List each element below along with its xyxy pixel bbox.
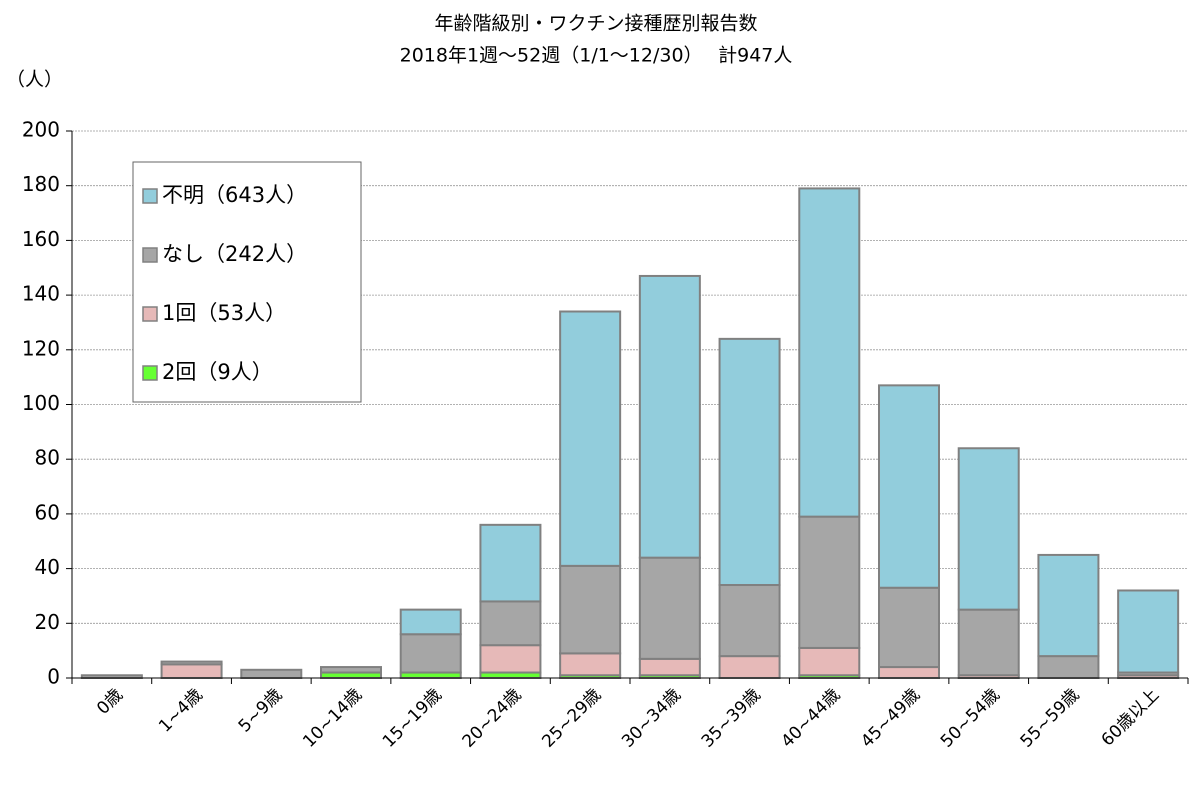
bar-segment — [240, 668, 303, 679]
bars — [80, 187, 1180, 680]
bar-segment — [957, 447, 1020, 611]
bar-segment — [559, 652, 622, 677]
bar-segment — [399, 608, 462, 636]
y-tick-label: 140 — [22, 282, 60, 306]
bar-segment — [559, 564, 622, 655]
chart-subtitle: 2018年1週〜52週（1/1〜12/30） 計947人 — [400, 45, 793, 67]
x-tick-label: 15~19歳 — [379, 685, 446, 752]
bar-segment — [718, 655, 781, 679]
x-tick-label: 5~9歳 — [235, 685, 287, 737]
bar-segment — [878, 586, 940, 669]
bar-segment — [160, 660, 223, 666]
legend-label: なし（242人） — [162, 242, 307, 266]
bar-segment — [957, 608, 1020, 677]
bar-segment — [320, 666, 382, 674]
bar-segment — [1037, 655, 1100, 679]
x-tick-label: 20~24歳 — [459, 685, 526, 752]
bar-segment — [1037, 553, 1100, 658]
x-tick-label: 0歳 — [93, 685, 127, 719]
y-axis-label: （人） — [6, 69, 63, 91]
x-tick-label: 10~14歳 — [299, 685, 366, 752]
y-tick-label: 0 — [47, 665, 60, 689]
x-tick-label: 25~29歳 — [538, 685, 605, 752]
bar-segment — [798, 515, 861, 649]
y-tick-label: 160 — [22, 227, 60, 251]
x-tick-label: 50~54歳 — [937, 685, 1004, 752]
legend-swatch — [142, 306, 158, 322]
x-tick-label: 55~59歳 — [1017, 685, 1084, 752]
y-tick-label: 120 — [22, 336, 60, 360]
bar-segment — [399, 633, 462, 674]
bar-segment — [160, 663, 223, 680]
legend-label: 2回（9人） — [162, 360, 273, 384]
y-tick-label: 80 — [35, 446, 60, 470]
bar-segment — [718, 337, 781, 587]
bar-segment — [559, 310, 622, 567]
x-tick-label: 60歳以上 — [1098, 685, 1164, 751]
y-tick-label: 180 — [22, 172, 60, 196]
bar-segment — [878, 384, 940, 589]
bar-segment — [798, 187, 861, 518]
y-tick-label: 60 — [35, 500, 60, 524]
x-tick-label: 30~34歳 — [618, 685, 685, 752]
x-tick-label: 45~49歳 — [857, 685, 924, 752]
legend-swatch — [142, 365, 158, 381]
bar-segment — [878, 666, 940, 679]
bar-segment — [479, 600, 542, 647]
x-tick-label: 40~44歳 — [778, 685, 845, 752]
bar-segment — [718, 584, 781, 658]
legend-label: 1回（53人） — [162, 301, 286, 325]
bar-segment — [479, 644, 542, 674]
bar-segment — [1117, 589, 1180, 674]
legend-swatch — [142, 247, 158, 263]
x-tick-label: 35~39歳 — [698, 685, 765, 752]
legend-box — [132, 161, 362, 403]
y-tick-label: 100 — [22, 391, 60, 415]
y-tick-label: 20 — [35, 610, 60, 634]
bar-segment — [638, 274, 701, 559]
bar-segment — [638, 657, 701, 677]
bar-segment — [638, 556, 701, 660]
legend-swatch — [142, 188, 158, 204]
bar-segment — [479, 523, 542, 603]
y-tick-label: 40 — [35, 555, 60, 579]
x-tick-label: 1~4歳 — [155, 685, 207, 737]
legend-label: 不明（643人） — [162, 183, 307, 207]
legend: 不明（643人） なし（242人） 1回（53人） 2回（9人） — [132, 161, 362, 403]
bar-segment — [798, 646, 861, 677]
y-tick-label: 200 — [22, 118, 60, 142]
chart-title: 年齢階級別・ワクチン接種歴別報告数 — [434, 13, 757, 35]
